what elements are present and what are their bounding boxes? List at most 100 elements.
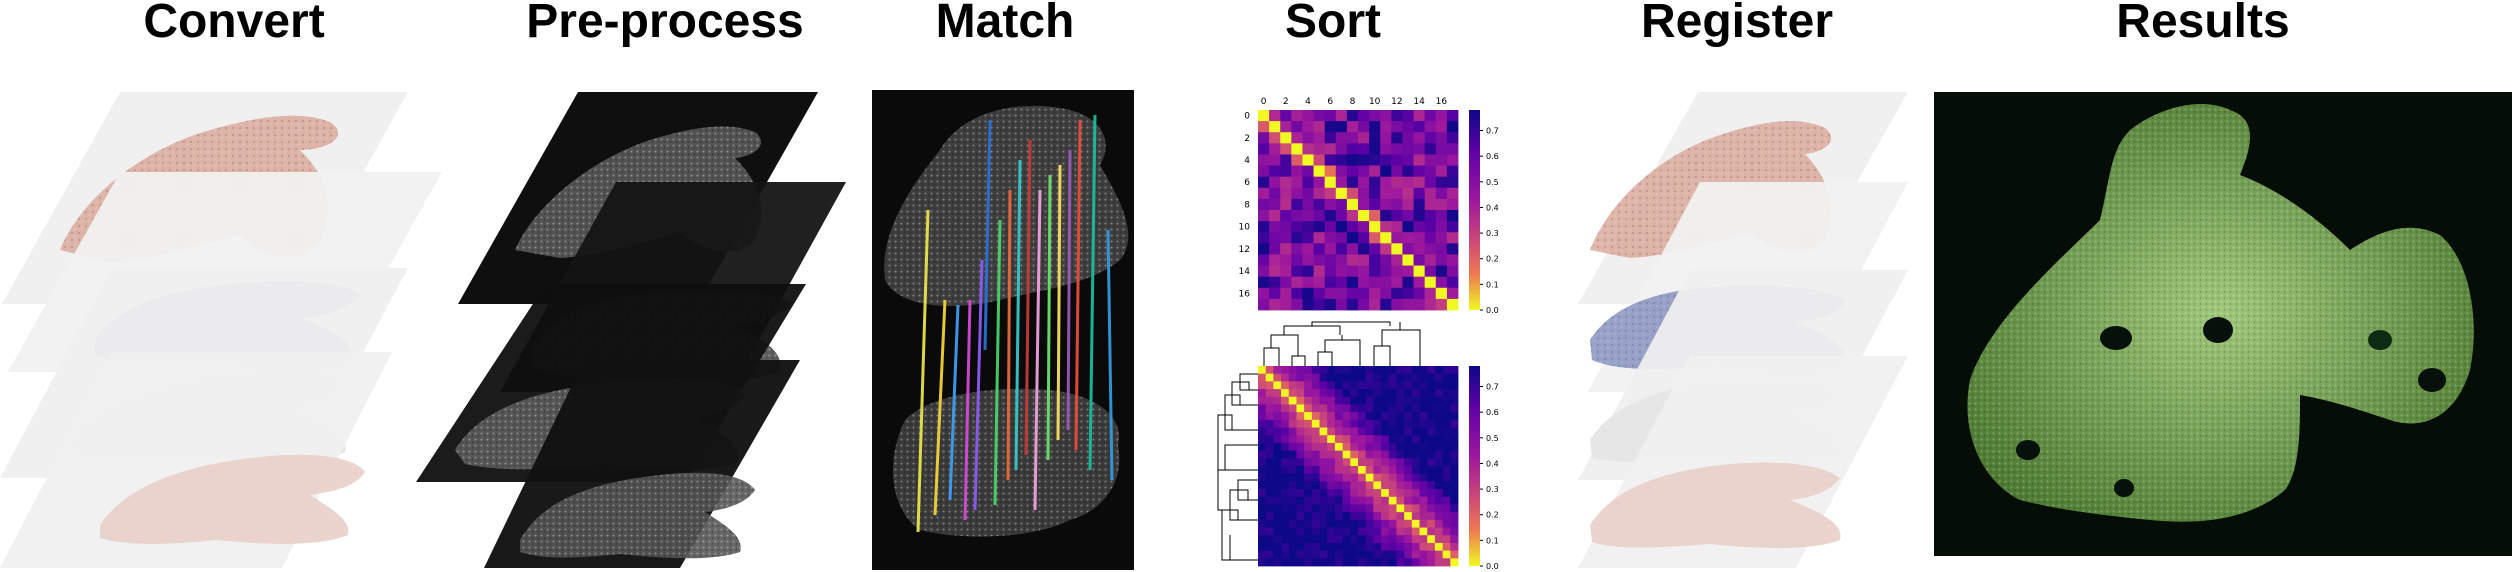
heatmap-cell [1411,458,1420,467]
heatmap-cell [1319,389,1328,398]
heatmap-cell [1350,389,1359,398]
heatmap-cell [1358,535,1367,544]
heatmap-cell [1358,373,1367,382]
heatmap-cell [1419,389,1428,398]
heatmap-cell [1402,110,1414,122]
heatmap-cell [1346,276,1359,289]
heatmap-cell [1291,154,1303,166]
heatmap-cell [1404,512,1413,521]
heatmap-cell [1346,176,1359,189]
heatmap-cell [1402,210,1414,222]
heatmap-cell [1313,110,1326,122]
heatmap-cell [1411,404,1420,413]
heatmap-cell [1427,473,1436,482]
dendrogram-top [1263,321,1421,368]
heatmap-cell [1402,276,1414,289]
heatmap-cell [1258,176,1270,189]
heatmap-cell [1335,132,1348,144]
heatmap-x-tick: 16 [1436,97,1448,107]
heatmap-cell [1334,504,1344,513]
heatmap-cell [1281,442,1290,452]
heatmap-cell [1380,154,1392,166]
heatmap-cell [1335,287,1348,300]
heatmap-cell [1365,527,1374,536]
heatmap-cell [1342,527,1351,536]
heatmap-cell [1291,187,1303,200]
heatmap-cell [1365,550,1374,559]
heatmap-cell [1327,558,1336,567]
heatmap-cell [1373,427,1382,436]
heatmap-cell [1334,389,1344,398]
heatmap-y-tick: 0 [1244,112,1250,122]
heatmap-cell [1319,481,1328,490]
heatmap-cell [1269,154,1281,166]
heatmap-cell [1369,187,1381,200]
heatmap-cell [1381,466,1390,475]
heatmap-cell [1288,527,1297,536]
heatmap-cell [1404,373,1413,382]
heatmap-cell [1424,221,1437,233]
heatmap-cell [1450,558,1459,567]
heatmap-cell [1435,154,1448,166]
heatmap-cell [1396,496,1405,505]
colorbar-tick-label: 0.4 [1486,203,1499,212]
heatmap-cell [1404,496,1413,505]
heatmap-cell [1288,535,1297,544]
heatmap-cell [1373,373,1382,382]
heatmap-cell [1373,396,1382,405]
heatmap-cell [1350,419,1359,428]
heatmap-cell [1258,110,1270,122]
heatmap-cell [1273,442,1282,452]
heatmap-cell [1380,165,1392,178]
heatmap-cell [1358,132,1370,144]
heatmap-cell [1381,473,1390,482]
heatmap-cell [1302,287,1314,300]
heatmap-x-tick: 2 [1283,97,1289,107]
heatmap-cell [1288,504,1297,513]
heatmap-cell [1273,458,1282,467]
heatmap-cell [1391,243,1403,255]
heatmap-cell [1335,165,1348,178]
heatmap-cell [1258,535,1267,544]
heatmap-cell [1311,512,1320,521]
heatmap-cell [1342,412,1351,421]
heatmap-cell [1334,366,1344,375]
heatmap-cell [1350,404,1359,413]
heatmap-cell [1381,489,1390,498]
heatmap-cell [1427,396,1436,405]
heatmap-cell [1442,396,1451,405]
heatmap-cell [1334,396,1344,405]
heatmap-cell [1388,535,1397,544]
heatmap-cell [1281,389,1290,398]
heatmap-cell [1350,481,1359,490]
heatmap-cell [1358,519,1367,528]
heatmap-cell [1311,435,1320,444]
heatmap-cell [1288,419,1297,428]
heatmap-cell [1346,143,1359,155]
heatmap-cell [1369,287,1381,300]
heatmap-cell [1388,389,1397,398]
heatmap-cell [1434,442,1444,452]
heatmap-cell [1304,535,1313,544]
heatmap-cell [1381,366,1390,375]
heatmap-y-tick: 14 [1239,267,1251,277]
heatmap-cell [1450,458,1459,467]
heatmap-cell [1302,165,1314,178]
heatmap-cell [1396,366,1405,375]
heatmap-cell [1358,412,1367,421]
heatmap-cell [1311,558,1320,567]
heatmap-cell [1427,466,1436,475]
heatmap-cell [1450,366,1459,375]
heatmap-cell [1358,381,1367,390]
heatmap-cell [1388,458,1397,467]
heatmap-cell [1396,550,1405,559]
heatmap-cell [1411,389,1420,398]
heatmap-cell [1346,187,1359,200]
heatmap-cell [1258,121,1270,133]
heatmap-cell [1291,232,1303,244]
convert-stack [0,92,442,568]
heatmap-cell [1269,176,1281,189]
heatmap-cell [1434,489,1444,498]
heatmap-cell [1411,435,1420,444]
heatmap-cell [1265,489,1274,498]
